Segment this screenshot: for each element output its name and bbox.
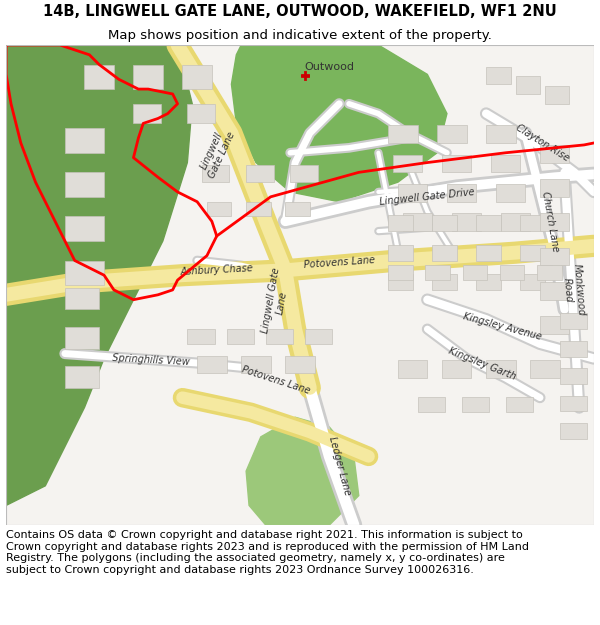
Polygon shape — [496, 184, 526, 202]
Polygon shape — [560, 396, 587, 411]
Polygon shape — [452, 214, 481, 231]
Text: Clayton Rise: Clayton Rise — [514, 122, 571, 163]
Polygon shape — [388, 245, 413, 261]
Polygon shape — [437, 126, 467, 143]
Polygon shape — [398, 361, 427, 378]
Polygon shape — [65, 261, 104, 285]
Polygon shape — [286, 356, 314, 373]
Text: Ashbury Chase: Ashbury Chase — [180, 263, 254, 278]
Polygon shape — [501, 214, 530, 231]
Text: Springhills View: Springhills View — [112, 353, 190, 367]
Text: Contains OS data © Crown copyright and database right 2021. This information is : Contains OS data © Crown copyright and d… — [6, 530, 529, 575]
Text: Potovens Lane: Potovens Lane — [240, 364, 311, 396]
Text: Map shows position and indicative extent of the property.: Map shows position and indicative extent… — [108, 29, 492, 42]
Polygon shape — [290, 164, 317, 182]
Text: Ledger Lane: Ledger Lane — [326, 436, 352, 497]
Polygon shape — [540, 214, 569, 231]
Polygon shape — [246, 418, 359, 525]
Polygon shape — [246, 202, 271, 216]
Polygon shape — [560, 341, 587, 356]
Polygon shape — [425, 266, 450, 280]
Polygon shape — [545, 86, 569, 104]
Text: Church Lane: Church Lane — [539, 191, 560, 253]
Polygon shape — [85, 64, 114, 89]
Polygon shape — [65, 216, 104, 241]
Text: Monkwood
Road: Monkwood Road — [560, 263, 586, 317]
Polygon shape — [388, 126, 418, 143]
Polygon shape — [187, 329, 215, 344]
Polygon shape — [500, 266, 524, 280]
Polygon shape — [393, 155, 422, 172]
Polygon shape — [520, 245, 545, 261]
Polygon shape — [520, 216, 545, 231]
Polygon shape — [65, 366, 99, 388]
Polygon shape — [133, 104, 161, 123]
Polygon shape — [187, 104, 215, 123]
Polygon shape — [486, 126, 515, 143]
Polygon shape — [540, 316, 569, 334]
Polygon shape — [537, 266, 562, 280]
Polygon shape — [246, 164, 274, 182]
Polygon shape — [207, 202, 232, 216]
Polygon shape — [506, 397, 533, 412]
Polygon shape — [65, 327, 99, 349]
Polygon shape — [515, 76, 540, 94]
Polygon shape — [540, 282, 569, 300]
Polygon shape — [65, 128, 104, 152]
Polygon shape — [491, 155, 520, 172]
Polygon shape — [398, 184, 427, 202]
Polygon shape — [463, 266, 487, 280]
Text: Lingwell Gate Drive: Lingwell Gate Drive — [379, 187, 475, 207]
Polygon shape — [418, 397, 445, 412]
Polygon shape — [241, 356, 271, 373]
Text: 14B, LINGWELL GATE LANE, OUTWOOD, WAKEFIELD, WF1 2NU: 14B, LINGWELL GATE LANE, OUTWOOD, WAKEFI… — [43, 4, 557, 19]
Polygon shape — [560, 368, 587, 384]
Text: Lingwell Gate
Lane: Lingwell Gate Lane — [260, 267, 293, 336]
Text: Kingsley Avenue: Kingsley Avenue — [463, 311, 543, 341]
Polygon shape — [388, 274, 413, 290]
Polygon shape — [432, 274, 457, 290]
Polygon shape — [520, 274, 545, 290]
Polygon shape — [540, 179, 569, 197]
Polygon shape — [388, 216, 413, 231]
Polygon shape — [461, 397, 489, 412]
Polygon shape — [486, 66, 511, 84]
Polygon shape — [540, 145, 569, 162]
Polygon shape — [432, 245, 457, 261]
Text: Lingwell
Gate Lane: Lingwell Gate Lane — [196, 126, 237, 180]
Text: Potovens Lane: Potovens Lane — [303, 255, 375, 270]
Polygon shape — [432, 216, 457, 231]
Polygon shape — [197, 356, 227, 373]
Polygon shape — [476, 216, 501, 231]
Polygon shape — [202, 164, 229, 182]
Polygon shape — [232, 45, 447, 202]
Polygon shape — [133, 64, 163, 89]
Polygon shape — [442, 361, 472, 378]
Polygon shape — [560, 313, 587, 329]
Polygon shape — [65, 288, 99, 309]
Polygon shape — [227, 329, 254, 344]
Polygon shape — [476, 274, 501, 290]
Polygon shape — [403, 214, 432, 231]
Polygon shape — [6, 45, 192, 506]
Polygon shape — [182, 64, 212, 89]
Polygon shape — [540, 248, 569, 266]
Polygon shape — [286, 202, 310, 216]
Polygon shape — [305, 329, 332, 344]
Polygon shape — [560, 423, 587, 439]
Polygon shape — [486, 361, 515, 378]
Polygon shape — [442, 155, 472, 172]
Polygon shape — [65, 173, 104, 197]
Polygon shape — [266, 329, 293, 344]
Text: Kingsley Garth: Kingsley Garth — [447, 345, 517, 381]
Polygon shape — [388, 266, 413, 280]
Polygon shape — [476, 245, 501, 261]
Polygon shape — [447, 184, 476, 202]
Text: Outwood: Outwood — [304, 61, 355, 71]
Polygon shape — [530, 361, 560, 378]
